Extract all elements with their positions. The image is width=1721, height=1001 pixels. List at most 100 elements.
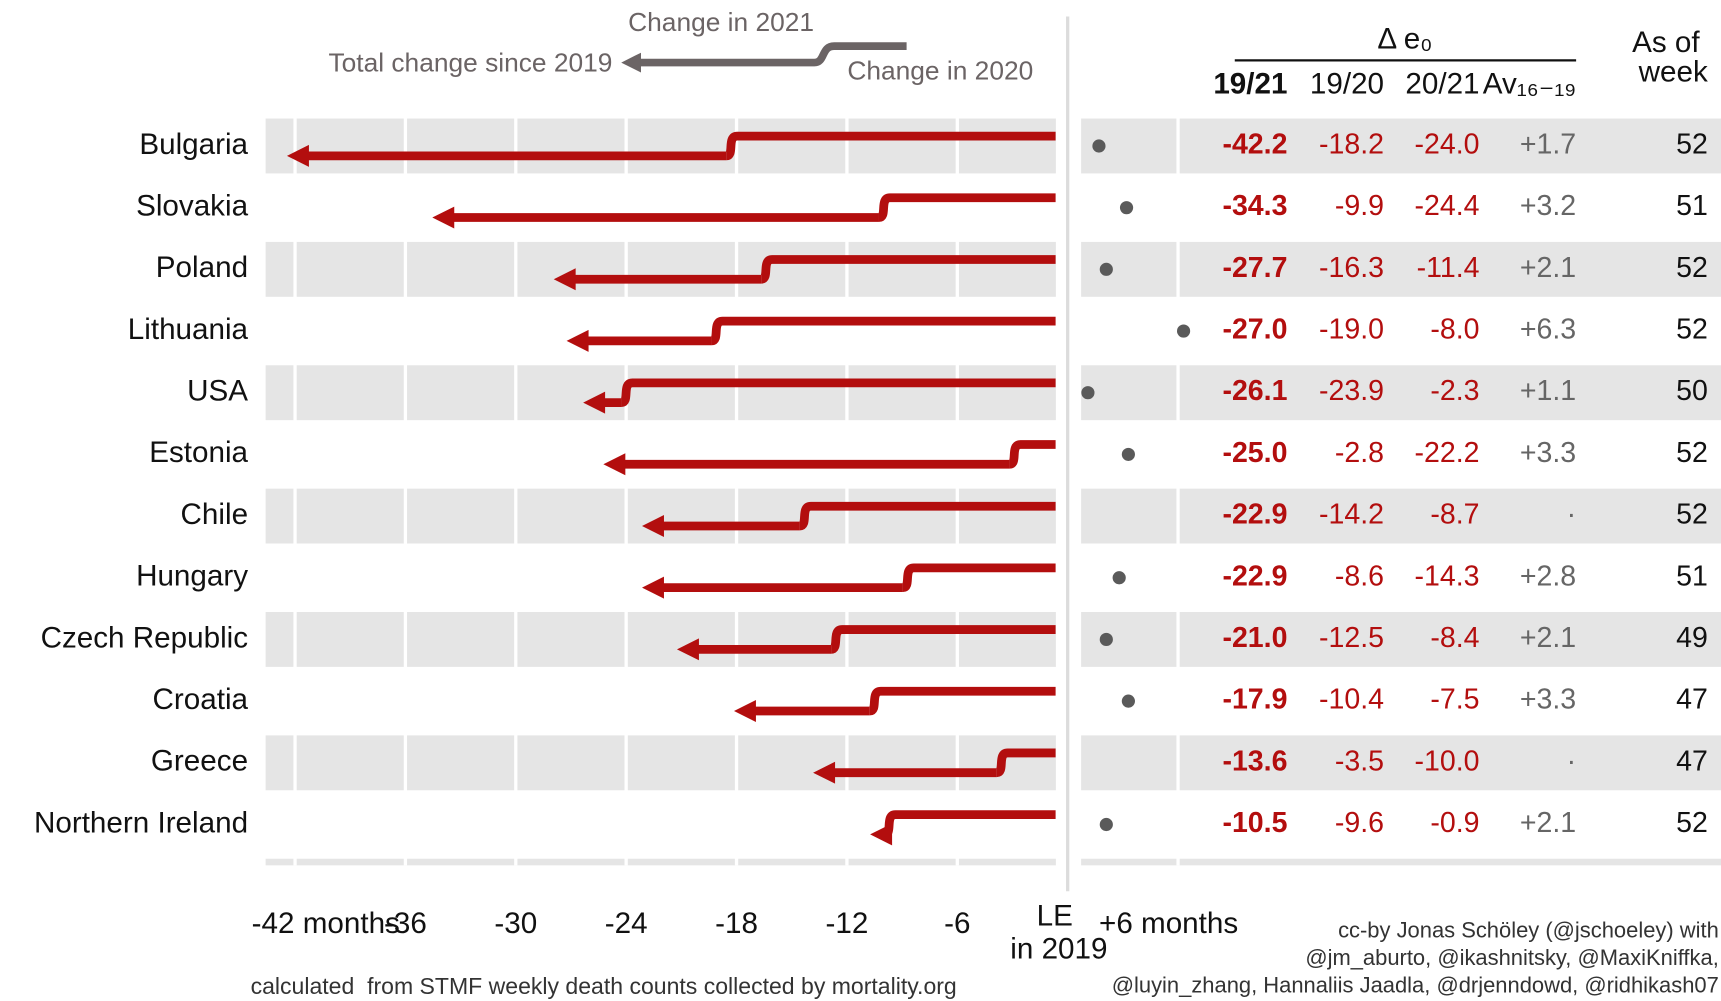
week-cell: 51 — [1676, 190, 1708, 222]
row-label: Chile — [181, 498, 249, 531]
table-cell: -14.2 — [1319, 499, 1384, 531]
arrow-2020 — [877, 193, 1056, 222]
table-cell: -8.7 — [1430, 499, 1479, 531]
table-cell: -22.2 — [1415, 437, 1480, 469]
row-band — [265, 612, 1056, 667]
table-cell: -10.4 — [1319, 684, 1384, 716]
table-cell: -0.9 — [1430, 807, 1479, 839]
table-cell: -2.3 — [1430, 375, 1479, 407]
arrow-head — [286, 144, 309, 167]
table-cell: -10.0 — [1415, 745, 1480, 777]
table-cell: -8.0 — [1430, 314, 1479, 346]
week-cell: 47 — [1676, 745, 1708, 777]
x-tick-label: -12 — [826, 907, 869, 940]
arrow-head — [870, 823, 893, 846]
table-cell: -27.0 — [1222, 314, 1287, 346]
table-cell: -16.3 — [1319, 252, 1384, 284]
row-label: Lithuania — [128, 313, 249, 346]
row-label: Poland — [156, 251, 248, 284]
arrow-2020 — [619, 378, 1056, 407]
average-dot — [1099, 817, 1113, 832]
column-header: As of week — [1632, 26, 1708, 89]
table-cell: +2.1 — [1520, 622, 1576, 654]
table-cell: -26.1 — [1222, 375, 1287, 407]
legend-change-2021: Change in 2021 — [628, 7, 814, 37]
average-dot — [1121, 694, 1135, 708]
x-tick-label: -24 — [605, 907, 648, 940]
table-cell: -24.0 — [1415, 129, 1480, 161]
row-label: Estonia — [149, 436, 248, 469]
arrow-2020 — [994, 748, 1056, 778]
table-cell: -7.5 — [1430, 684, 1479, 716]
x-tick-label: -18 — [715, 907, 758, 940]
table-cell: -11.4 — [1417, 252, 1480, 284]
legend-arrow-head — [621, 52, 641, 73]
table-cell: -2.8 — [1335, 437, 1384, 469]
table-cell: -21.0 — [1222, 622, 1287, 654]
week-cell: 52 — [1676, 807, 1708, 839]
credit-line: @jm_aburto, @ikashnitsky, @MaxiKniffka, — [1305, 945, 1718, 970]
row-band — [1081, 735, 1721, 791]
average-dot — [1099, 262, 1113, 276]
table-cell: -25.0 — [1222, 437, 1287, 469]
week-cell: 52 — [1676, 499, 1708, 531]
arrow-head — [566, 329, 589, 352]
row-band — [1081, 858, 1721, 866]
row-label: Northern Ireland — [34, 806, 248, 839]
arrow-2020 — [759, 255, 1056, 284]
table-cell: -10.5 — [1222, 807, 1287, 839]
table-cell: +3.3 — [1520, 684, 1576, 716]
arrow-2020 — [724, 131, 1056, 161]
week-cell: 52 — [1676, 252, 1708, 284]
table-cell: -14.3 — [1415, 560, 1480, 592]
arrow-head — [813, 761, 836, 784]
row-label: Slovakia — [136, 189, 249, 222]
legend-total: Total change since 2019 — [328, 48, 612, 78]
week-cell: 51 — [1676, 560, 1708, 592]
row-band — [265, 241, 1056, 297]
average-dot — [1081, 386, 1095, 400]
table-cell: +3.2 — [1520, 190, 1576, 222]
row-label: Croatia — [153, 683, 249, 716]
table-cell: +1.7 — [1520, 129, 1576, 161]
arrow-head — [432, 206, 455, 229]
arrow-head — [603, 453, 626, 476]
column-header: Av₁₆₋₁₉ — [1483, 67, 1576, 100]
x-tick-label: LE in 2019 — [1010, 899, 1107, 965]
average-dot — [1121, 447, 1135, 461]
table-cell: -34.3 — [1222, 190, 1287, 222]
week-cell: 47 — [1676, 684, 1708, 716]
arrow-2020 — [709, 316, 1056, 346]
x-tick-label: -42 months — [252, 907, 400, 940]
legend-change-2020: Change in 2020 — [847, 55, 1033, 85]
table-cell: · — [1567, 499, 1576, 531]
arrow-head — [642, 514, 664, 537]
arrow-head — [734, 700, 756, 722]
row-band — [265, 735, 1056, 791]
table-cell: -8.4 — [1430, 622, 1479, 654]
arrow-2020 — [798, 501, 1056, 531]
x-tick-label: -6 — [944, 907, 970, 940]
arrow-head — [642, 576, 664, 599]
row-label: Czech Republic — [41, 621, 249, 654]
row-band — [1081, 365, 1721, 421]
table-cell: -3.5 — [1335, 745, 1384, 777]
arrow-2020 — [867, 686, 1056, 716]
average-dot — [1099, 632, 1113, 647]
arrow-head — [676, 638, 699, 661]
week-cell: 52 — [1676, 129, 1708, 161]
x-tick-label: -30 — [494, 907, 537, 940]
table-cell: -27.7 — [1222, 252, 1287, 284]
week-cell: 50 — [1676, 375, 1708, 407]
average-dot — [1119, 201, 1134, 215]
table-cell: -8.6 — [1335, 560, 1384, 592]
table-cell: -17.9 — [1222, 684, 1287, 716]
table-cell: -22.9 — [1222, 560, 1287, 592]
row-band — [1081, 241, 1721, 297]
row-label: Bulgaria — [139, 128, 248, 161]
credit-line: @luyin_zhang, Hannaliis Jaadla, @drjennd… — [1112, 973, 1719, 998]
column-header: 20/21 — [1405, 67, 1479, 100]
row-band — [265, 858, 1056, 866]
table-cell: · — [1567, 745, 1576, 777]
